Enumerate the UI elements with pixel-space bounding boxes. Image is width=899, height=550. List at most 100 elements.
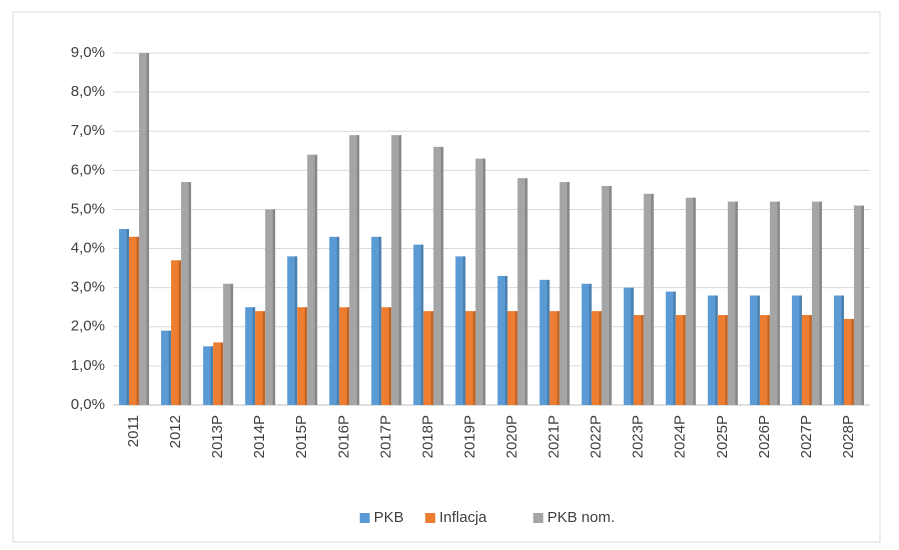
bar-shade xyxy=(599,311,602,405)
bar xyxy=(455,256,466,405)
bar xyxy=(791,295,802,405)
bar-shade xyxy=(356,135,360,405)
bar xyxy=(833,295,844,405)
x-tick-label: 2023P xyxy=(630,415,647,458)
legend-label: PKB nom. xyxy=(547,509,615,526)
bar-shade xyxy=(567,182,570,405)
y-tick-label: 3,0% xyxy=(71,279,105,296)
bar xyxy=(391,135,402,405)
bar-shade xyxy=(505,275,508,405)
bar-shade xyxy=(651,193,654,405)
bar xyxy=(245,307,256,405)
bar xyxy=(475,158,486,405)
bar-shade xyxy=(631,287,634,405)
bar xyxy=(181,182,192,405)
bar xyxy=(769,201,780,405)
y-tick-label: 7,0% xyxy=(71,122,105,139)
bar xyxy=(581,283,592,405)
bar-shade xyxy=(346,307,350,405)
x-tick-label: 2020P xyxy=(503,415,520,458)
bar xyxy=(297,307,308,405)
bar-shade xyxy=(547,279,550,405)
bar xyxy=(255,311,266,405)
bar-shade xyxy=(146,53,150,405)
bar-shade xyxy=(693,197,696,405)
x-tick-label: 2024P xyxy=(672,415,689,458)
bar xyxy=(329,236,340,405)
bar-shade xyxy=(472,311,476,405)
bar xyxy=(633,315,644,405)
bar-shade xyxy=(861,205,864,405)
bar xyxy=(749,295,760,405)
bar xyxy=(119,229,130,405)
y-tick-label: 0,0% xyxy=(71,396,105,413)
y-tick-label: 1,0% xyxy=(71,357,105,374)
bar-shade xyxy=(841,295,844,405)
bar xyxy=(549,311,560,405)
x-tick-label: 2027P xyxy=(798,415,815,458)
bar-shade xyxy=(230,283,234,405)
bar xyxy=(371,236,382,405)
bar-shade xyxy=(515,311,518,405)
x-tick-label: 2025P xyxy=(714,415,731,458)
bar-shade xyxy=(430,311,434,405)
x-tick-label: 2016P xyxy=(335,415,352,458)
x-tick-label: 2014P xyxy=(251,415,268,458)
legend-swatch xyxy=(425,513,436,523)
bar xyxy=(843,318,854,405)
bar xyxy=(465,311,476,405)
bar xyxy=(685,197,696,405)
bar xyxy=(129,236,140,405)
bar-shade xyxy=(557,311,560,405)
bar-shade xyxy=(673,291,676,405)
bar xyxy=(161,330,172,405)
bar xyxy=(423,311,434,405)
bar xyxy=(591,311,602,405)
bar xyxy=(223,283,234,405)
y-tick-label: 2,0% xyxy=(71,318,105,335)
bar xyxy=(381,307,392,405)
bar-shade xyxy=(388,307,392,405)
bar-shade xyxy=(589,283,592,405)
bar xyxy=(517,178,528,405)
bar-shade xyxy=(168,330,172,405)
bar xyxy=(339,307,350,405)
y-tick-label: 8,0% xyxy=(71,83,105,100)
bar-shade xyxy=(609,185,612,405)
bar xyxy=(497,275,508,405)
x-tick-label: 2012 xyxy=(167,415,184,448)
bar xyxy=(265,209,276,405)
y-tick-label: 5,0% xyxy=(71,200,105,217)
legend-label: Inflacja xyxy=(439,509,487,526)
bar-shade xyxy=(136,236,140,405)
bar xyxy=(759,315,770,405)
legend-swatch xyxy=(533,513,544,523)
bar-shade xyxy=(126,229,130,405)
bar-shade xyxy=(440,146,444,405)
bar xyxy=(643,193,654,405)
bar-shade xyxy=(294,256,298,405)
bar-shade xyxy=(715,295,718,405)
bar xyxy=(287,256,298,405)
bar-shade xyxy=(799,295,802,405)
bar-shade xyxy=(252,307,256,405)
bar xyxy=(413,244,424,405)
bar-shade xyxy=(420,244,424,405)
bar-shade xyxy=(188,182,192,405)
bar-shade xyxy=(262,311,266,405)
bar-shade xyxy=(725,315,728,405)
bar-shade xyxy=(851,318,854,405)
bar-shade xyxy=(304,307,308,405)
bar xyxy=(139,53,150,405)
bar xyxy=(559,182,570,405)
y-tick-label: 6,0% xyxy=(71,161,105,178)
bar xyxy=(623,287,634,405)
bar-shade xyxy=(777,201,780,405)
x-tick-label: 2013P xyxy=(209,415,226,458)
legend-label: PKB xyxy=(374,509,404,526)
bar-shade xyxy=(819,201,822,405)
x-tick-label: 2011 xyxy=(125,415,142,447)
bar-shade xyxy=(525,178,528,405)
bar xyxy=(675,315,686,405)
